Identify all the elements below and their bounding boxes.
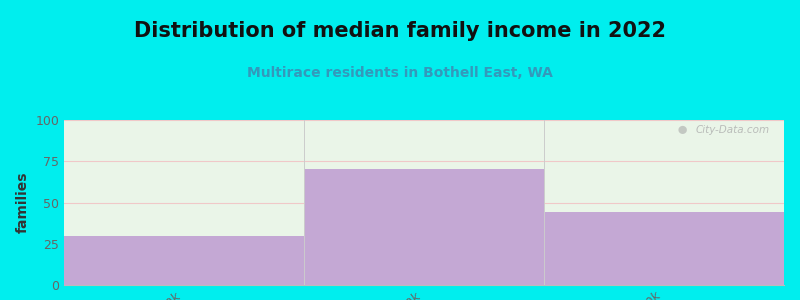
Bar	[64, 236, 304, 285]
Y-axis label: families: families	[16, 172, 30, 233]
Text: Distribution of median family income in 2022: Distribution of median family income in …	[134, 21, 666, 41]
Text: Multirace residents in Bothell East, WA: Multirace residents in Bothell East, WA	[247, 66, 553, 80]
Bar	[304, 169, 544, 285]
Bar	[544, 212, 784, 285]
Text: ⬤: ⬤	[678, 125, 686, 134]
Text: City-Data.com: City-Data.com	[695, 125, 770, 135]
